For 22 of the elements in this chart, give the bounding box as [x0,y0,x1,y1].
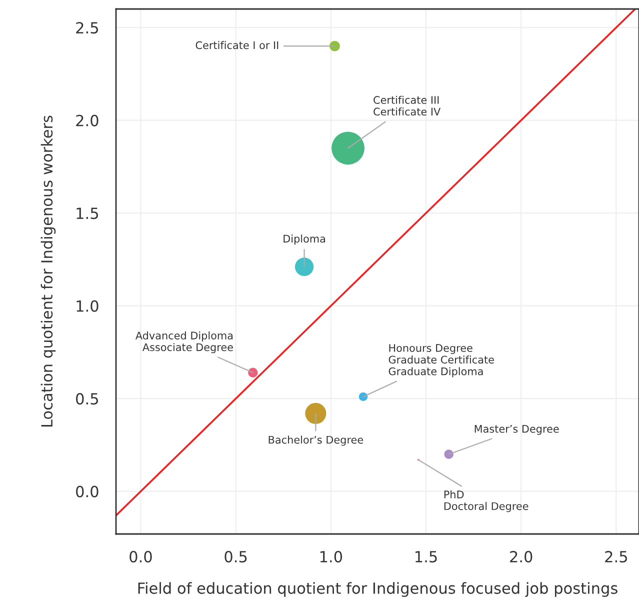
text: Certificate I or II [196,41,278,50]
text: Honours Degree Graduate Certificate Graduate Diploma [388,344,494,378]
y-tick-label: 1.5 [76,208,98,220]
series-label: Diploma [284,234,325,245]
x-tick-label: 1.5 [416,551,437,562]
y-tick-label: 2.0 [76,114,98,126]
x-tick-label: 1.0 [320,550,342,562]
x-tick-label: 2.5 [605,550,627,562]
y-axis-title: Location quotient for Indigenous workers [40,116,56,427]
y-tick-label: 0.0 [76,486,98,498]
x-axis-title: Field of education quotient for Indigenous focused job postings [138,582,618,597]
y-tick-label: 1.0 [76,300,98,312]
series-label: Bachelor’s Degree [268,436,364,446]
y-tick-label: 0.5 [76,393,98,405]
text: Master’s Degree [474,425,559,435]
text: Advanced Diploma Associate Degree [135,331,233,354]
x-tick-label: 2.0 [510,550,532,562]
text: Certificate III Certificate IV [374,96,441,116]
y-tick-label: 2.5 [76,22,98,34]
x-tick-label: 0.0 [130,550,152,562]
x-tick-label: 0.5 [224,550,247,562]
text: PhD Doctoral Degree [444,490,528,512]
